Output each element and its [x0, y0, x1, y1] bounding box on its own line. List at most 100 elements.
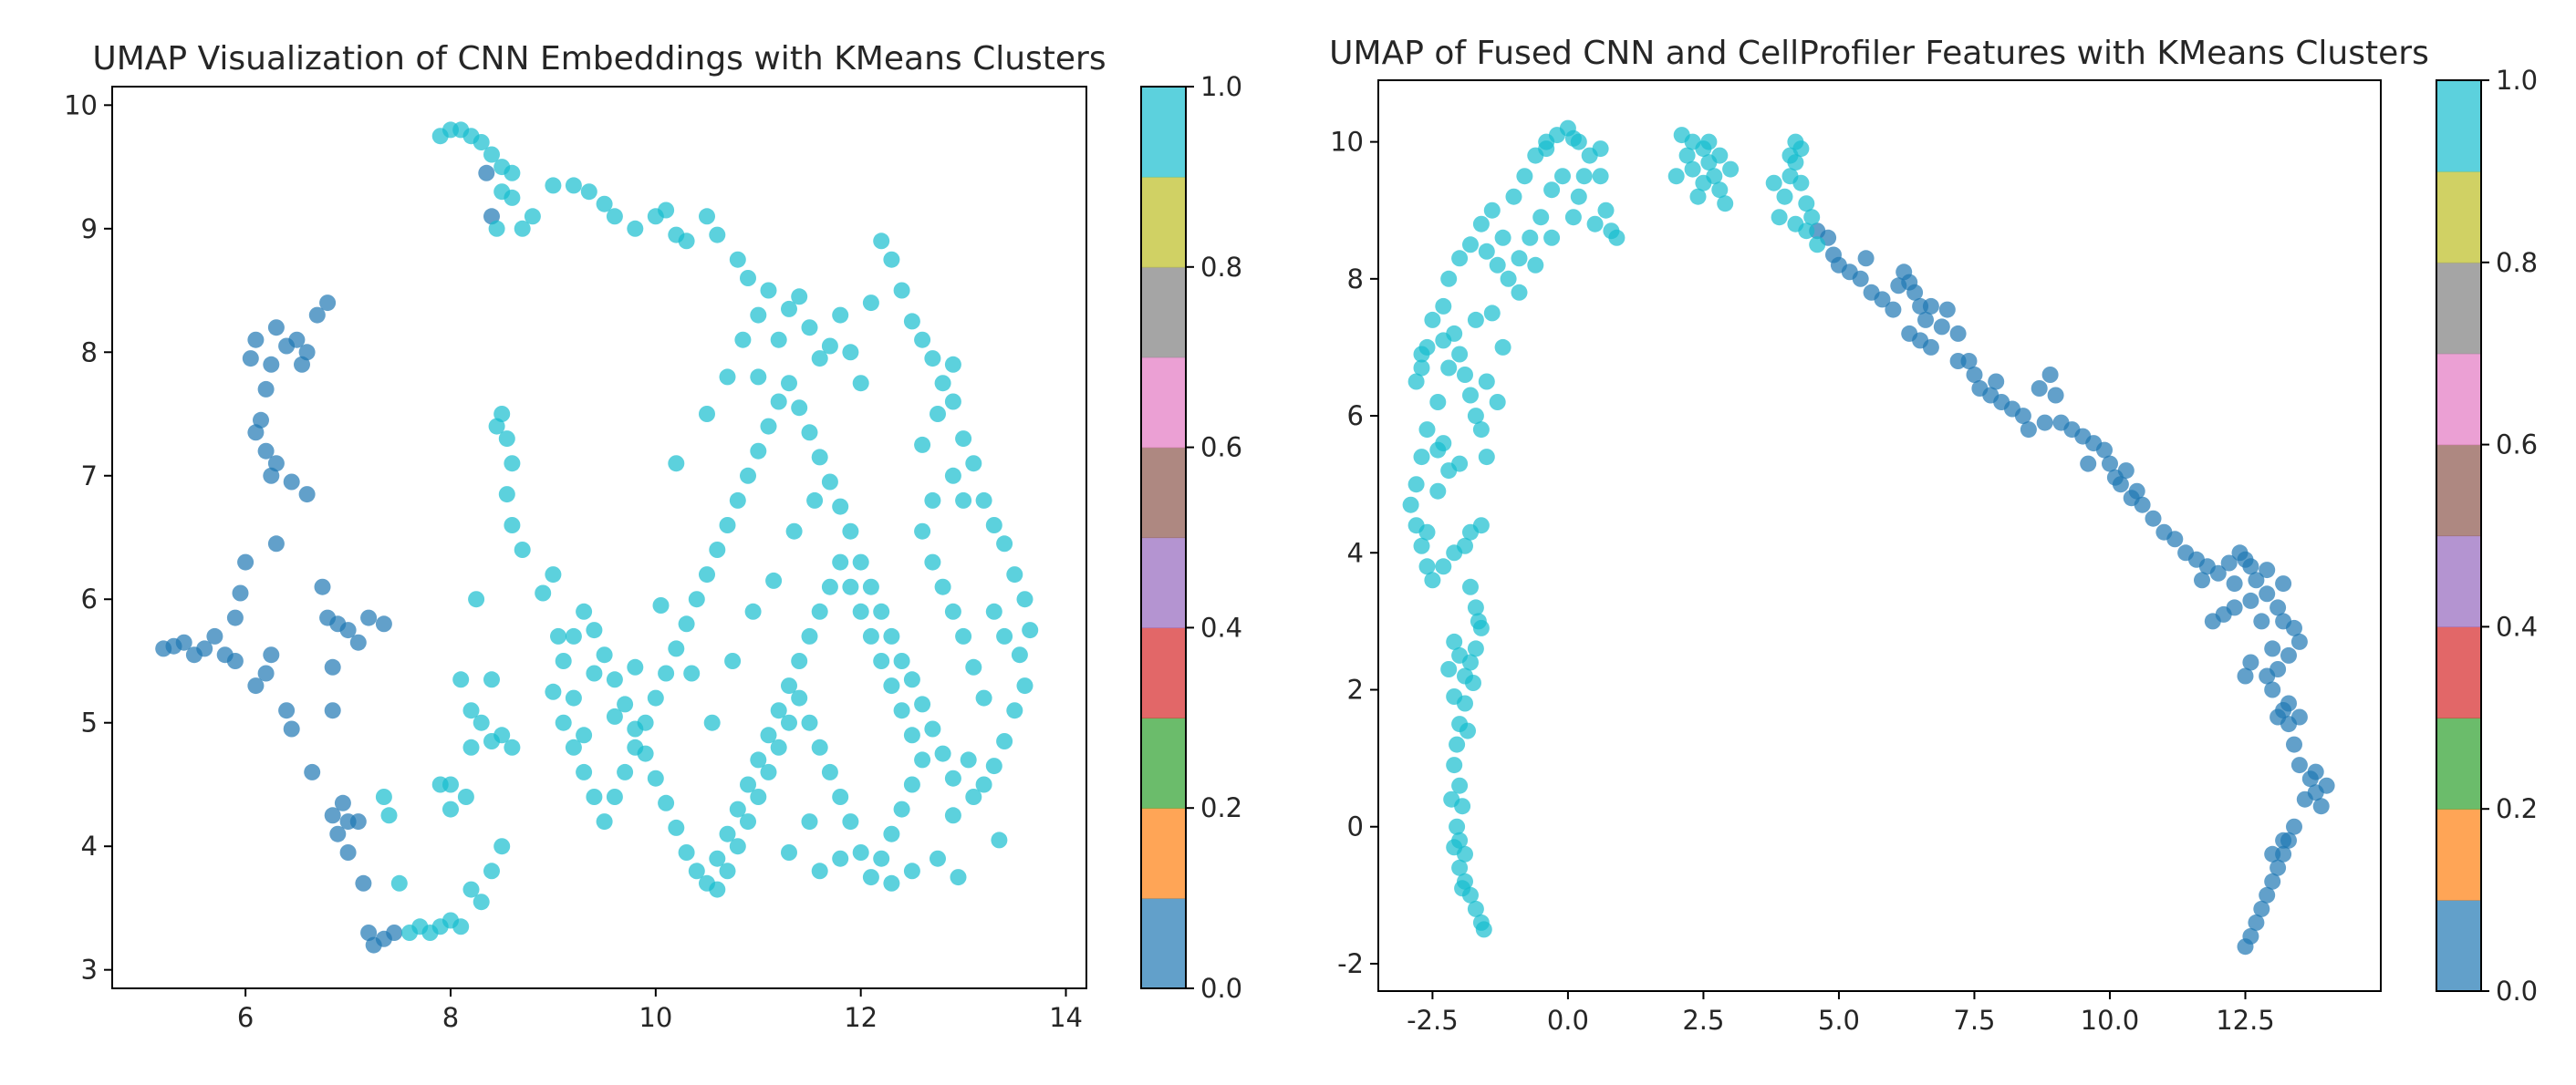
data-point — [658, 794, 675, 811]
data-point — [1684, 160, 1701, 178]
data-point — [1922, 297, 1939, 315]
data-point — [709, 850, 726, 867]
data-point — [1472, 517, 1490, 534]
data-point — [2259, 886, 2276, 904]
y-tick-label: 4 — [1347, 537, 1364, 568]
data-point — [288, 331, 306, 348]
x-tick-label: 12 — [844, 1002, 878, 1033]
data-point — [488, 220, 505, 237]
data-point — [2209, 564, 2227, 582]
data-point — [883, 677, 900, 695]
colorbar-tick-label: 0.8 — [2496, 247, 2538, 278]
data-point — [493, 406, 511, 422]
data-point — [1413, 537, 1430, 554]
data-point — [832, 306, 849, 324]
colorbar-1-segments — [1141, 87, 1186, 989]
data-point — [1467, 311, 1484, 328]
colorbar-segment — [1141, 356, 1186, 449]
data-point — [2286, 818, 2302, 835]
data-point — [1462, 236, 1479, 253]
colorbar-segment — [1141, 447, 1186, 539]
data-point — [924, 720, 941, 738]
data-point — [1457, 845, 1473, 863]
data-point — [955, 430, 972, 448]
data-point — [514, 542, 531, 558]
data-point — [770, 393, 787, 410]
colorbar-1-frame — [1140, 86, 1187, 989]
data-point — [1949, 353, 1967, 369]
data-point — [267, 535, 285, 553]
data-point — [832, 553, 849, 571]
data-point — [1467, 599, 1484, 616]
colorbar-segment — [2436, 80, 2481, 172]
data-point — [1966, 367, 1983, 383]
colorbar-segment — [2436, 353, 2481, 446]
data-point — [493, 727, 511, 744]
data-point — [821, 473, 838, 491]
data-point — [586, 665, 603, 682]
data-point — [1906, 284, 1924, 301]
data-point — [1470, 613, 1487, 630]
data-point — [719, 863, 736, 880]
data-point — [1022, 622, 1039, 639]
data-point — [852, 553, 869, 571]
data-point — [1429, 394, 1447, 410]
data-point — [832, 850, 849, 867]
data-point — [1451, 250, 1469, 267]
data-point — [781, 714, 797, 731]
data-point — [821, 337, 838, 355]
data-point — [375, 789, 392, 805]
data-point — [688, 591, 705, 608]
data-point — [1446, 633, 1463, 650]
data-point — [934, 745, 951, 762]
data-point — [1678, 147, 1696, 164]
chart-1-x-axis: 6 8 10 12 14 — [237, 988, 1083, 1033]
data-point — [1505, 188, 1522, 205]
data-point — [1522, 229, 1539, 246]
data-point — [2014, 408, 2031, 425]
data-point — [462, 702, 480, 719]
data-point — [930, 850, 946, 867]
colorbar-2-frame — [2436, 79, 2482, 992]
data-point — [606, 708, 623, 725]
data-point — [893, 702, 910, 719]
data-point — [1592, 140, 1609, 158]
data-point — [375, 615, 392, 633]
data-point — [1586, 215, 1604, 232]
data-point — [457, 789, 474, 805]
y-tick-label: 4 — [81, 831, 98, 862]
data-point — [2280, 695, 2297, 712]
x-tick-label: 14 — [1049, 1002, 1083, 1033]
colorbar-2-ticks: 0.0 0.2 0.4 0.6 0.8 1.0 — [2481, 65, 2538, 1007]
data-point — [380, 807, 398, 824]
data-point — [683, 665, 701, 682]
data-point — [473, 894, 490, 911]
data-point — [550, 627, 566, 645]
data-point — [431, 776, 449, 793]
data-point — [247, 331, 265, 348]
data-point — [2242, 654, 2259, 671]
data-point — [576, 763, 593, 780]
data-point — [2318, 777, 2335, 794]
data-point — [339, 622, 357, 639]
data-point — [483, 146, 500, 163]
x-tick-label: 10.0 — [2081, 1005, 2140, 1036]
data-point — [565, 689, 582, 707]
data-point — [801, 627, 818, 645]
data-point — [1424, 311, 1441, 328]
data-point — [930, 406, 946, 422]
data-point — [965, 789, 982, 805]
colorbar-segment — [2436, 718, 2481, 810]
data-point — [1700, 133, 1718, 150]
colorbar-segment — [1141, 87, 1186, 178]
data-point — [1016, 591, 1034, 608]
data-point — [386, 925, 403, 941]
data-point — [257, 665, 275, 682]
data-point — [462, 881, 480, 898]
data-point — [1457, 537, 1473, 554]
data-point — [934, 375, 951, 392]
data-point — [1592, 168, 1609, 185]
colorbar-tick-label: 0.8 — [1200, 252, 1242, 283]
data-point — [565, 627, 582, 645]
colorbar-segment — [1141, 808, 1186, 899]
